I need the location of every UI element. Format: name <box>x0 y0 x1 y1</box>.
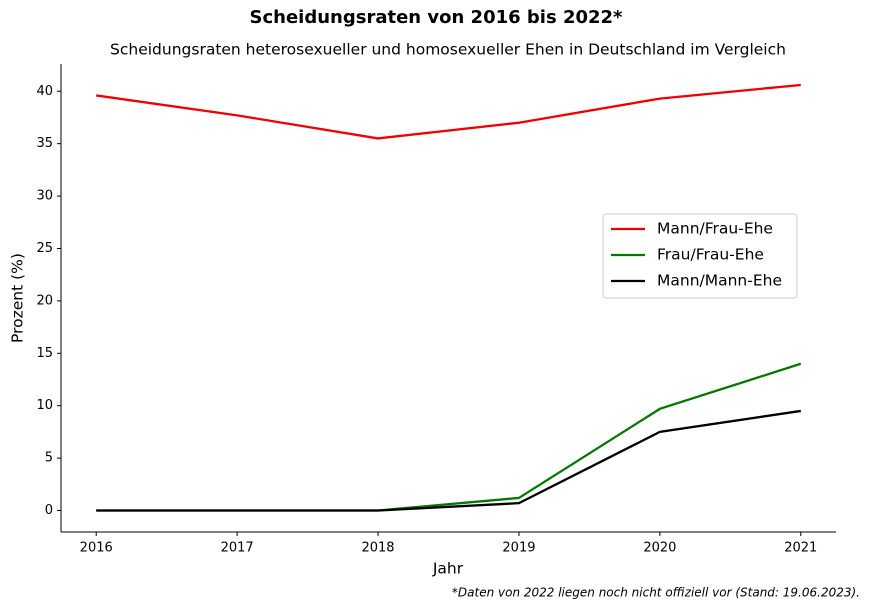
legend-box <box>602 213 798 299</box>
x-tick-label: 2020 <box>643 541 676 556</box>
legend-label: Frau/Frau-Ehe <box>657 246 764 264</box>
line-series <box>96 409 801 512</box>
legend-label: Mann/Mann-Ehe <box>657 272 782 290</box>
y-tick-label: 25 <box>36 241 53 256</box>
y-tick-label: 20 <box>36 293 53 308</box>
y-tick-label: 35 <box>36 136 53 151</box>
y-tick-label: 10 <box>36 398 53 413</box>
y-axis-label: Prozent (%) <box>9 253 27 343</box>
y-tick-label: 15 <box>36 346 53 361</box>
footnote: *Daten von 2022 liegen noch nicht offizi… <box>452 586 860 600</box>
x-axis-label: Jahr <box>432 560 464 578</box>
x-tick-label: 2017 <box>221 541 254 556</box>
chart-title: Scheidungsraten von 2016 bis 2022* <box>250 7 624 28</box>
legend-label: Mann/Frau-Ehe <box>657 220 773 238</box>
line-series <box>96 83 801 140</box>
y-tick-label: 40 <box>36 84 53 99</box>
x-tick-label: 2018 <box>361 541 394 556</box>
x-tick-label: 2016 <box>80 541 113 556</box>
x-tick-label: 2021 <box>784 541 817 556</box>
x-tick-label: 2019 <box>502 541 535 556</box>
line-series <box>96 362 802 512</box>
y-tick-label: 30 <box>36 189 53 204</box>
chart-subtitle: Scheidungsraten heterosexueller und homo… <box>110 41 786 59</box>
y-tick-label: 5 <box>45 451 53 466</box>
y-tick-label: 0 <box>45 503 53 518</box>
